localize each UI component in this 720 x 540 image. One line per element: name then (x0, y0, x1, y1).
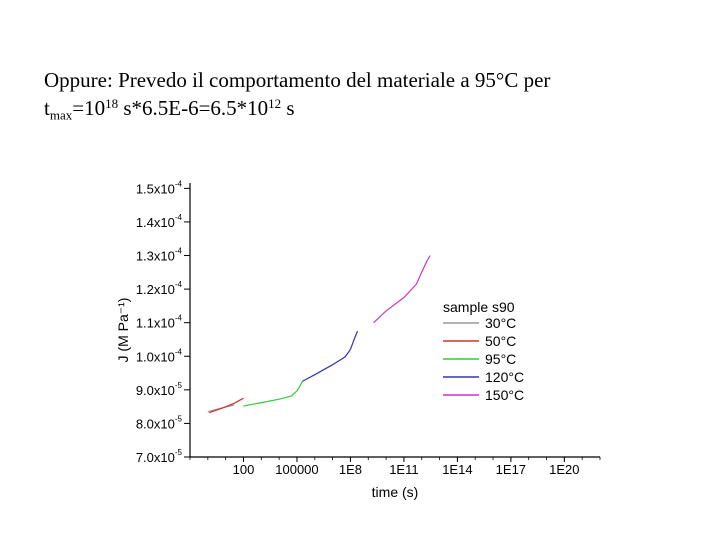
y-tick-label: 7.0x10-5 (136, 448, 183, 465)
y-tick-label: 8.0x10-5 (136, 414, 183, 431)
slide-text-line-2: tmax=1018 s*6.5E-6=6.5*1012 s (44, 94, 684, 122)
y-tick-label: 1.5x10-4 (136, 179, 183, 196)
y-tick-label: 1.1x10-4 (136, 314, 183, 331)
legend-label: 150°C (485, 387, 524, 403)
legend-label: 50°C (485, 333, 516, 349)
max-subscript: max (49, 107, 73, 123)
series-line (243, 381, 303, 407)
legend-label: 120°C (485, 369, 524, 385)
y-tick-label: 9.0x10-5 (136, 381, 183, 398)
exponent-12: 12 (268, 95, 282, 111)
x-tick-label: 100 (233, 462, 255, 477)
x-tick-label: 1E14 (442, 462, 472, 477)
series-line (209, 397, 244, 414)
equation-unit: s (281, 96, 295, 120)
x-tick-label: 100000 (275, 462, 318, 477)
y-tick-label: 1.2x10-4 (136, 280, 183, 297)
t-symbol: t (44, 96, 50, 120)
x-axis-label: time (s) (372, 484, 419, 500)
y-axis-label: J (M Pa⁻¹) (115, 298, 131, 363)
series-line (373, 255, 431, 324)
y-tick-label: 1.4x10-4 (136, 213, 183, 230)
y-tick-label: 1.3x10-4 (136, 247, 183, 264)
legend-label: 30°C (485, 315, 516, 331)
x-tick-label: 1E17 (496, 462, 526, 477)
x-tick-label: 1E11 (389, 462, 418, 477)
x-tick-label: 1E20 (549, 462, 579, 477)
legend-label: 95°C (485, 351, 516, 367)
equation-part-1: =10 (72, 96, 106, 120)
x-tick-label: 1E8 (339, 462, 362, 477)
slide-text: Oppure: Prevedo il comportamento del mat… (44, 66, 684, 122)
exponent-18: 18 (105, 95, 119, 111)
legend-title: sample s90 (443, 299, 515, 315)
equation-part-2: s*6.5E-6=6.5*10 (118, 96, 269, 120)
slide-text-line-1: Oppure: Prevedo il comportamento del mat… (44, 68, 551, 92)
series-line (302, 330, 359, 382)
y-tick-label: 1.0x10-4 (136, 347, 183, 364)
